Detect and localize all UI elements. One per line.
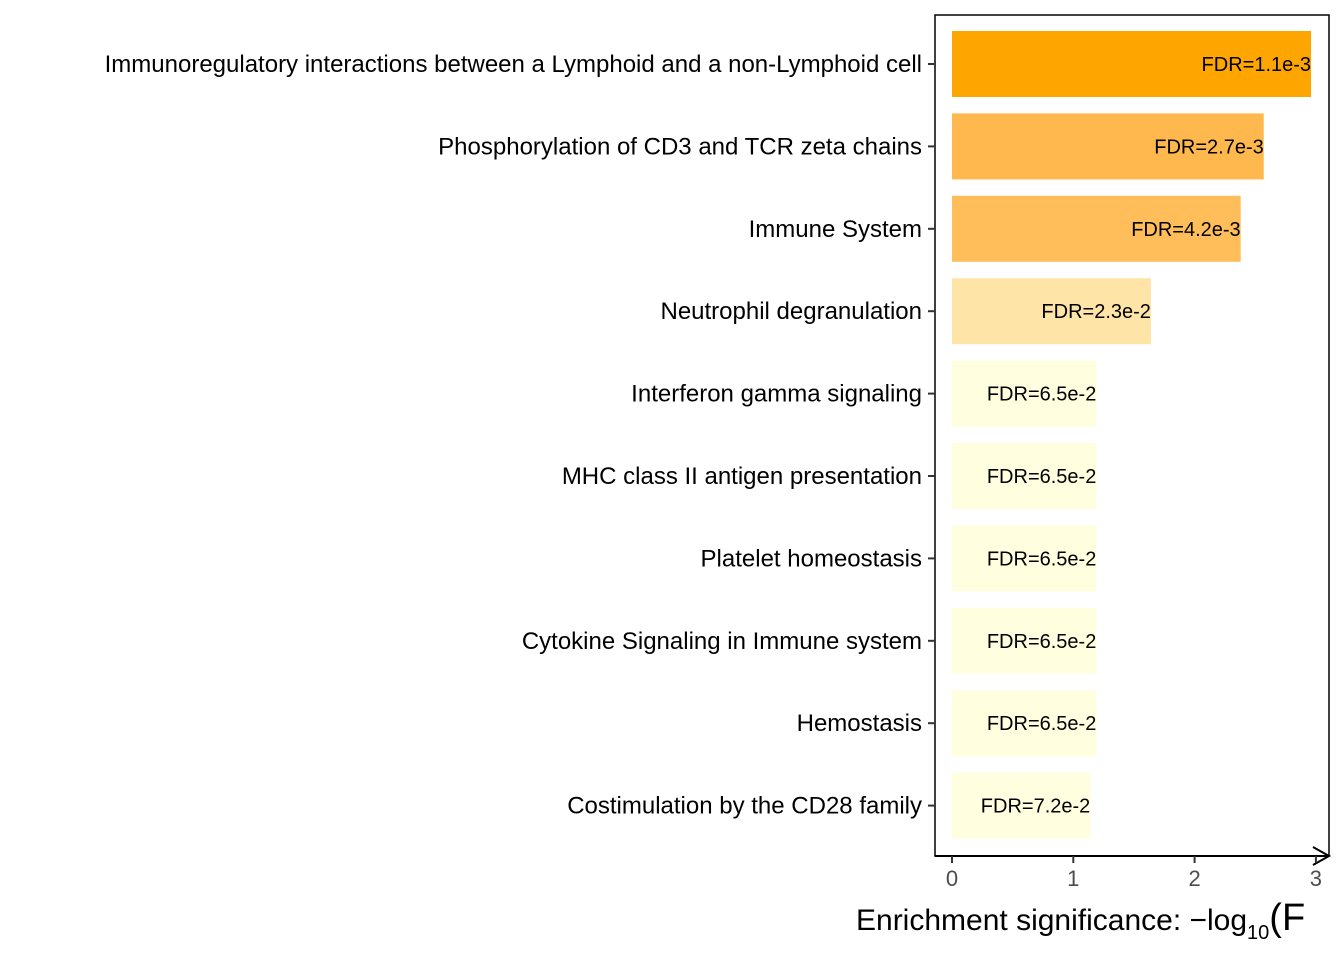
y-category-label: Platelet homeostasis — [701, 545, 922, 572]
x-axis-title-suffix: (F — [1269, 897, 1305, 939]
bar-fdr-label: FDR=2.3e-2 — [1041, 301, 1151, 323]
x-tick-label: 1 — [1067, 866, 1079, 891]
bar-fdr-label: FDR=2.7e-3 — [1154, 136, 1264, 158]
x-axis-title-subscript: 10 — [1247, 922, 1269, 944]
x-axis-title-main: Enrichment significance: −log — [856, 904, 1247, 937]
bar-fdr-label: FDR=6.5e-2 — [987, 631, 1097, 653]
y-category-label: Phosphorylation of CD3 and TCR zeta chai… — [438, 133, 922, 160]
bar — [952, 278, 1151, 345]
y-category-label: Immunoregulatory interactions between a … — [105, 51, 922, 78]
y-category-label: Cytokine Signaling in Immune system — [522, 628, 922, 655]
bar — [952, 195, 1241, 262]
y-category-label: Interferon gamma signaling — [631, 381, 922, 408]
bar-fdr-label: FDR=6.5e-2 — [987, 384, 1097, 406]
y-axis: Immunoregulatory interactions between a … — [105, 51, 935, 820]
bar-fdr-label: FDR=6.5e-2 — [987, 466, 1097, 488]
x-axis-arrow-icon — [1312, 846, 1332, 866]
bar-fdr-label: FDR=4.2e-3 — [1131, 219, 1241, 241]
x-tick-label: 3 — [1310, 866, 1322, 891]
x-tick-label: 2 — [1188, 866, 1200, 891]
bar — [952, 525, 1097, 592]
bar-fdr-label: FDR=6.5e-2 — [987, 713, 1097, 735]
bar — [952, 772, 1091, 839]
bar — [952, 443, 1097, 509]
bar-fdr-label: FDR=6.5e-2 — [987, 548, 1097, 570]
x-tick-label: 0 — [946, 866, 958, 891]
bars-layer: FDR=1.1e-3 FDR=2.7e-3 FDR=4.2e-3 FDR=2.3e-2… — [952, 31, 1312, 839]
x-axis: 0 1 2 3 — [946, 856, 1322, 891]
y-category-label: Costimulation by the CD28 family — [567, 793, 922, 820]
y-category-label: Neutrophil degranulation — [660, 298, 922, 325]
bar — [952, 360, 1097, 427]
bar — [952, 690, 1097, 757]
y-category-label: MHC class II antigen presentation — [562, 463, 922, 490]
bar — [952, 113, 1264, 180]
bar-fdr-label: FDR=1.1e-3 — [1202, 54, 1312, 76]
bar — [952, 31, 1312, 97]
bar-fdr-label: FDR=7.2e-2 — [981, 796, 1091, 818]
y-category-label: Hemostasis — [797, 710, 922, 737]
bar — [952, 607, 1097, 674]
y-category-label: Immune System — [749, 216, 922, 243]
x-axis-title: Enrichment significance: −log10(F — [856, 897, 1305, 944]
